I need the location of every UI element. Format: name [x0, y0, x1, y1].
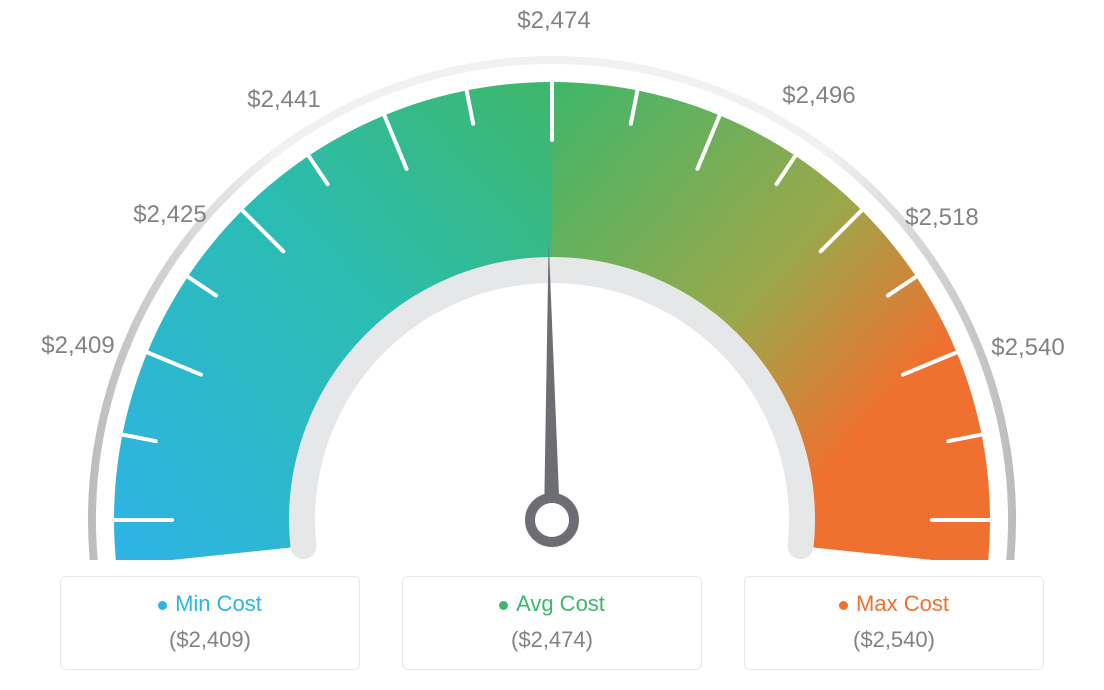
legend-avg-dot-icon: [499, 601, 508, 610]
gauge-tick-label: $2,496: [782, 82, 855, 110]
legend-max-dot-icon: [839, 601, 848, 610]
gauge-area: $2,409 $2,425 $2,441 $2,474 $2,496 $2,518 $2,5…: [0, 0, 1104, 560]
legend-min-value: ($2,409): [71, 627, 349, 653]
legend-max-title-text: Max Cost: [856, 591, 949, 616]
legend-avg-title: Avg Cost: [413, 591, 691, 617]
legend-avg-title-text: Avg Cost: [516, 591, 605, 616]
legend-avg: Avg Cost ($2,474): [402, 576, 702, 670]
legend-max-title: Max Cost: [755, 591, 1033, 617]
gauge-tick-label: $2,518: [905, 204, 978, 232]
legend-max-value: ($2,540): [755, 627, 1033, 653]
gauge-svg: [0, 0, 1104, 560]
legend-min: Min Cost ($2,409): [60, 576, 360, 670]
gauge-tick-label: $2,409: [41, 332, 114, 360]
legend-avg-value: ($2,474): [413, 627, 691, 653]
legend-min-title-text: Min Cost: [175, 591, 262, 616]
legend-min-dot-icon: [158, 601, 167, 610]
gauge-tick-label: $2,540: [991, 334, 1064, 362]
gauge-band-right: [552, 82, 990, 560]
gauge-needle-hub: [530, 498, 574, 542]
gauge-tick-label: $2,474: [517, 7, 590, 35]
legend-min-title: Min Cost: [71, 591, 349, 617]
cost-gauge-chart: $2,409 $2,425 $2,441 $2,474 $2,496 $2,518 $2,5…: [0, 0, 1104, 690]
legend-row: Min Cost ($2,409) Avg Cost ($2,474) Max …: [0, 576, 1104, 670]
gauge-tick-label: $2,441: [247, 86, 320, 114]
gauge-band-left: [114, 82, 552, 560]
gauge-tick-label: $2,425: [133, 201, 206, 229]
legend-max: Max Cost ($2,540): [744, 576, 1044, 670]
